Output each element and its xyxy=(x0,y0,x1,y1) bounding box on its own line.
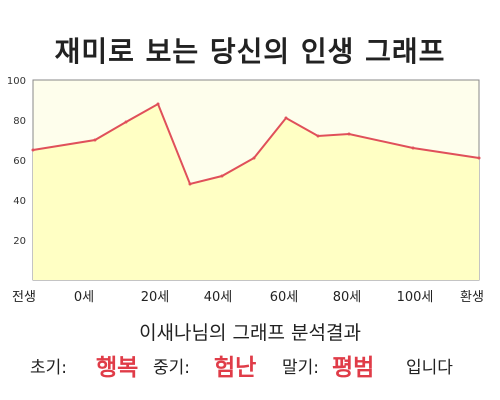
data-point xyxy=(411,146,415,150)
data-point xyxy=(156,102,160,106)
data-point xyxy=(31,148,35,152)
x-tick-label: 100세 xyxy=(397,290,434,305)
x-tick-label: 40세 xyxy=(204,290,233,305)
middle-label: 중기: xyxy=(153,358,191,378)
late-value: 평범 xyxy=(332,355,375,381)
y-tick-label: 60 xyxy=(13,156,26,167)
y-tick-label: 80 xyxy=(13,116,26,127)
data-point xyxy=(93,138,97,142)
data-point xyxy=(316,134,320,138)
y-tick-label: 40 xyxy=(13,196,26,207)
x-tick-label: 80세 xyxy=(333,290,362,305)
x-tick-label: 20세 xyxy=(141,290,170,305)
area-fill xyxy=(33,104,479,280)
late-label: 말기: xyxy=(282,358,320,378)
result-heading: 이새나님의 그래프 분석결과 xyxy=(139,322,361,344)
x-tick-label: 0세 xyxy=(74,290,94,305)
x-tick-label: 전생 xyxy=(12,290,36,305)
data-point xyxy=(124,120,128,124)
data-point xyxy=(188,182,192,186)
data-point xyxy=(220,174,224,178)
page-title: 재미로 보는 당신의 인생 그래프 xyxy=(54,35,446,68)
y-tick-label: 20 xyxy=(13,236,26,247)
data-point xyxy=(284,116,288,120)
data-point xyxy=(347,132,351,136)
result-summary: 초기: 행복 중기: 험난 말기: 평범 입니다 xyxy=(0,347,500,381)
middle-value: 험난 xyxy=(214,355,257,381)
ending-text: 입니다 xyxy=(406,358,453,378)
y-tick-label: 100 xyxy=(7,76,26,87)
data-point xyxy=(252,156,256,160)
early-value: 행복 xyxy=(96,355,139,381)
life-graph-chart: 20 40 60 80 100 전생 0세 20세 40세 60세 80세 100세 환생 xyxy=(7,76,484,305)
life-line xyxy=(32,102,480,186)
x-tick-label: 60세 xyxy=(270,290,299,305)
early-label: 초기: xyxy=(30,358,68,378)
data-point xyxy=(477,156,481,160)
x-tick-label: 환생 xyxy=(460,290,484,305)
